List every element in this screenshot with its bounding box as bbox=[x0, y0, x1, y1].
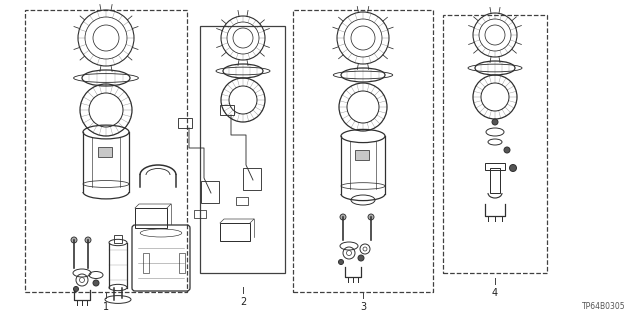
Circle shape bbox=[363, 247, 367, 251]
Bar bbox=[293, 10, 433, 292]
Bar bbox=[194, 210, 206, 218]
Text: 4: 4 bbox=[492, 288, 498, 298]
Text: 2: 2 bbox=[240, 297, 246, 307]
Bar bbox=[98, 147, 112, 157]
Bar bbox=[490, 168, 500, 193]
Text: 1: 1 bbox=[103, 302, 109, 312]
Bar bbox=[236, 197, 248, 205]
Bar bbox=[135, 208, 167, 228]
Text: 3: 3 bbox=[360, 302, 366, 312]
Bar bbox=[355, 150, 369, 160]
Circle shape bbox=[509, 165, 516, 172]
Text: TP64B0305: TP64B0305 bbox=[582, 302, 626, 311]
Circle shape bbox=[339, 259, 344, 264]
Circle shape bbox=[368, 214, 374, 220]
Bar bbox=[200, 26, 285, 273]
Bar bbox=[178, 118, 192, 128]
Bar bbox=[220, 223, 250, 241]
Bar bbox=[201, 181, 219, 203]
Bar bbox=[179, 253, 185, 273]
Bar bbox=[220, 105, 234, 115]
Circle shape bbox=[492, 119, 498, 125]
Circle shape bbox=[71, 237, 77, 243]
Circle shape bbox=[74, 286, 79, 292]
Bar bbox=[243, 168, 261, 190]
Circle shape bbox=[340, 214, 346, 220]
Circle shape bbox=[85, 237, 91, 243]
Bar bbox=[25, 10, 187, 292]
Circle shape bbox=[79, 278, 84, 283]
Bar bbox=[114, 234, 122, 242]
Circle shape bbox=[346, 250, 351, 256]
Circle shape bbox=[504, 147, 510, 153]
Bar bbox=[443, 15, 547, 273]
Circle shape bbox=[358, 255, 364, 261]
Bar bbox=[485, 163, 505, 170]
Circle shape bbox=[93, 280, 99, 286]
Bar bbox=[143, 253, 149, 273]
